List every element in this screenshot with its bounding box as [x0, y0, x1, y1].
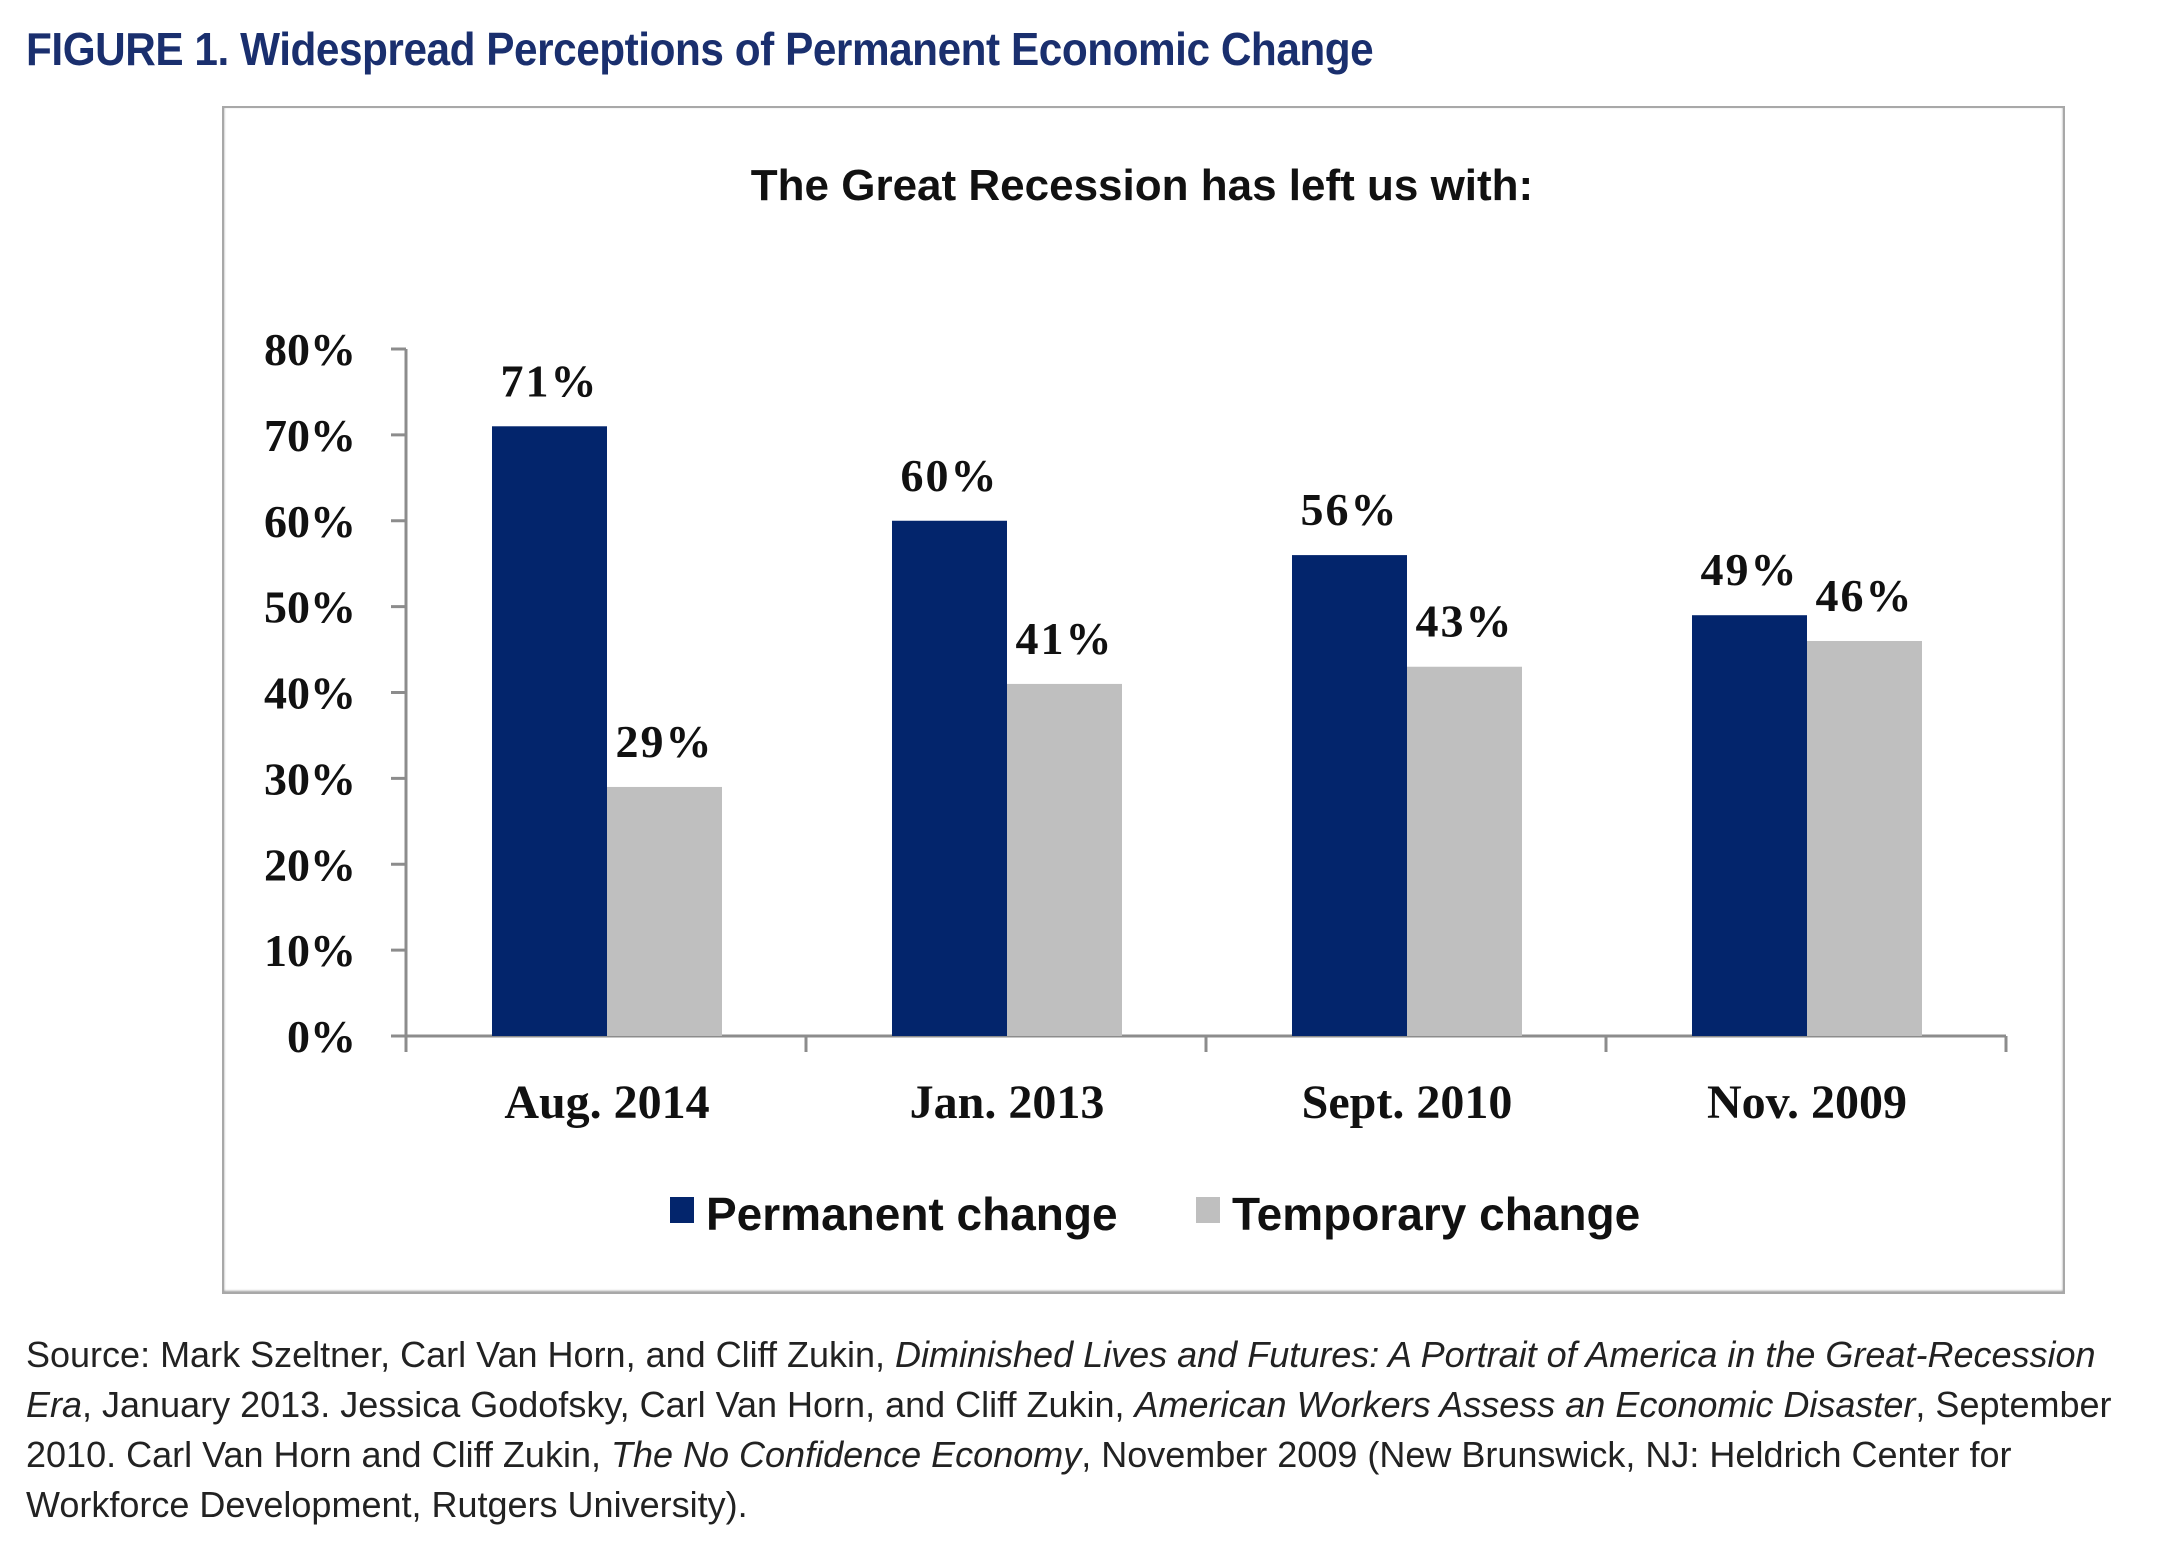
source-title: American Workers Assess an Economic Disa… [1134, 1384, 1916, 1425]
figure-title: FIGURE 1. Widespread Perceptions of Perm… [26, 23, 1374, 75]
bar-chart: The Great Recession has left us with: 0%… [264, 161, 2008, 1240]
data-label: 29% [616, 716, 714, 767]
data-label: 60% [901, 450, 999, 501]
legend-swatch-permanent [670, 1197, 694, 1223]
bar-permanent [492, 426, 607, 1037]
source-text: , January 2013. Jessica Godofsky, Carl V… [82, 1384, 1135, 1425]
bar-permanent [1292, 555, 1407, 1036]
x-category-label: Sept. 2010 [1302, 1076, 1513, 1129]
data-label: 56% [1301, 484, 1399, 535]
data-label: 49% [1701, 544, 1799, 595]
y-tick-label: 80% [264, 324, 356, 375]
bar-temporary [1407, 666, 1522, 1036]
y-tick-label: 40% [264, 668, 356, 719]
bar-temporary [1007, 683, 1122, 1036]
source-text: , November 2009 (New Brunswick, NJ: Held… [26, 1434, 2012, 1525]
bar-permanent [892, 520, 1007, 1036]
data-label: 46% [1816, 570, 1914, 621]
y-tick-label: 20% [264, 839, 356, 890]
y-tick-label: 50% [264, 582, 356, 633]
bars [492, 426, 1922, 1037]
data-labels: 71% 60% 56% 49% 29% 41% 43% 46% [501, 355, 1914, 767]
y-tick-label: 60% [264, 496, 356, 547]
source-text: , September 2010. Carl Van Horn and Clif… [26, 1384, 2112, 1475]
legend: Permanent change Temporary change [670, 1188, 1640, 1240]
y-tick-label: 10% [264, 925, 356, 976]
y-tick-label: 70% [264, 410, 356, 461]
x-category-label: Aug. 2014 [504, 1076, 709, 1129]
x-category-label: Jan. 2013 [910, 1076, 1105, 1129]
x-category-label: Nov. 2009 [1707, 1076, 1907, 1129]
source-title: Diminished Lives and Futures: A Portrait… [26, 1334, 2096, 1425]
data-label: 71% [501, 355, 599, 406]
data-label: 43% [1416, 596, 1514, 647]
legend-label: Permanent change [706, 1188, 1118, 1240]
source-title: The No Confidence Economy [610, 1434, 1082, 1475]
bar-permanent [1692, 615, 1807, 1036]
bar-temporary [607, 786, 722, 1036]
source-text: Source: Mark Szeltner, Carl Van Horn, an… [26, 1334, 896, 1375]
bar-temporary [1807, 640, 1922, 1036]
axes: 0% 10% 20% 30% 40% 50% 60% 70% 80% Aug. 2014 Jan. … [264, 324, 2008, 1129]
data-label: 41% [1016, 613, 1114, 664]
legend-label: Temporary change [1232, 1188, 1640, 1240]
y-tick-label: 0% [287, 1011, 356, 1062]
y-tick-label: 30% [264, 753, 356, 804]
source-note: Source: Mark Szeltner, Carl Van Horn, an… [26, 1330, 2156, 1530]
legend-swatch-temporary [1196, 1197, 1220, 1223]
chart-title: The Great Recession has left us with: [751, 161, 1533, 210]
